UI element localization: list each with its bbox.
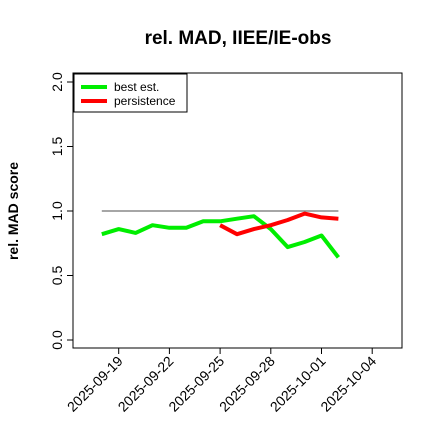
y-tick-label: 2.0 xyxy=(49,72,65,92)
x-tick-label: 2025-10-04 xyxy=(317,353,379,415)
y-tick-label: 0.5 xyxy=(49,266,65,286)
y-axis-label: rel. MAD score xyxy=(5,162,21,260)
legend-label: persistence xyxy=(114,94,176,108)
series-line-persistence xyxy=(219,211,339,237)
series-line-best-est xyxy=(101,214,340,259)
y-axis: 0.0 0.5 1.0 1.5 2.0 xyxy=(49,72,73,350)
x-axis: 2025-09-192025-09-222025-09-252025-09-28… xyxy=(64,348,379,415)
legend-box xyxy=(73,73,188,113)
y-tick-label: 1.5 xyxy=(49,137,65,157)
legend: best est.persistence xyxy=(73,73,188,113)
plot-area xyxy=(101,210,340,259)
legend-label: best est. xyxy=(114,80,159,94)
y-tick-label: 0.0 xyxy=(49,330,65,350)
y-tick-label: 1.0 xyxy=(49,201,65,221)
chart-title: rel. MAD, IIEE/IE-obs xyxy=(145,28,332,49)
